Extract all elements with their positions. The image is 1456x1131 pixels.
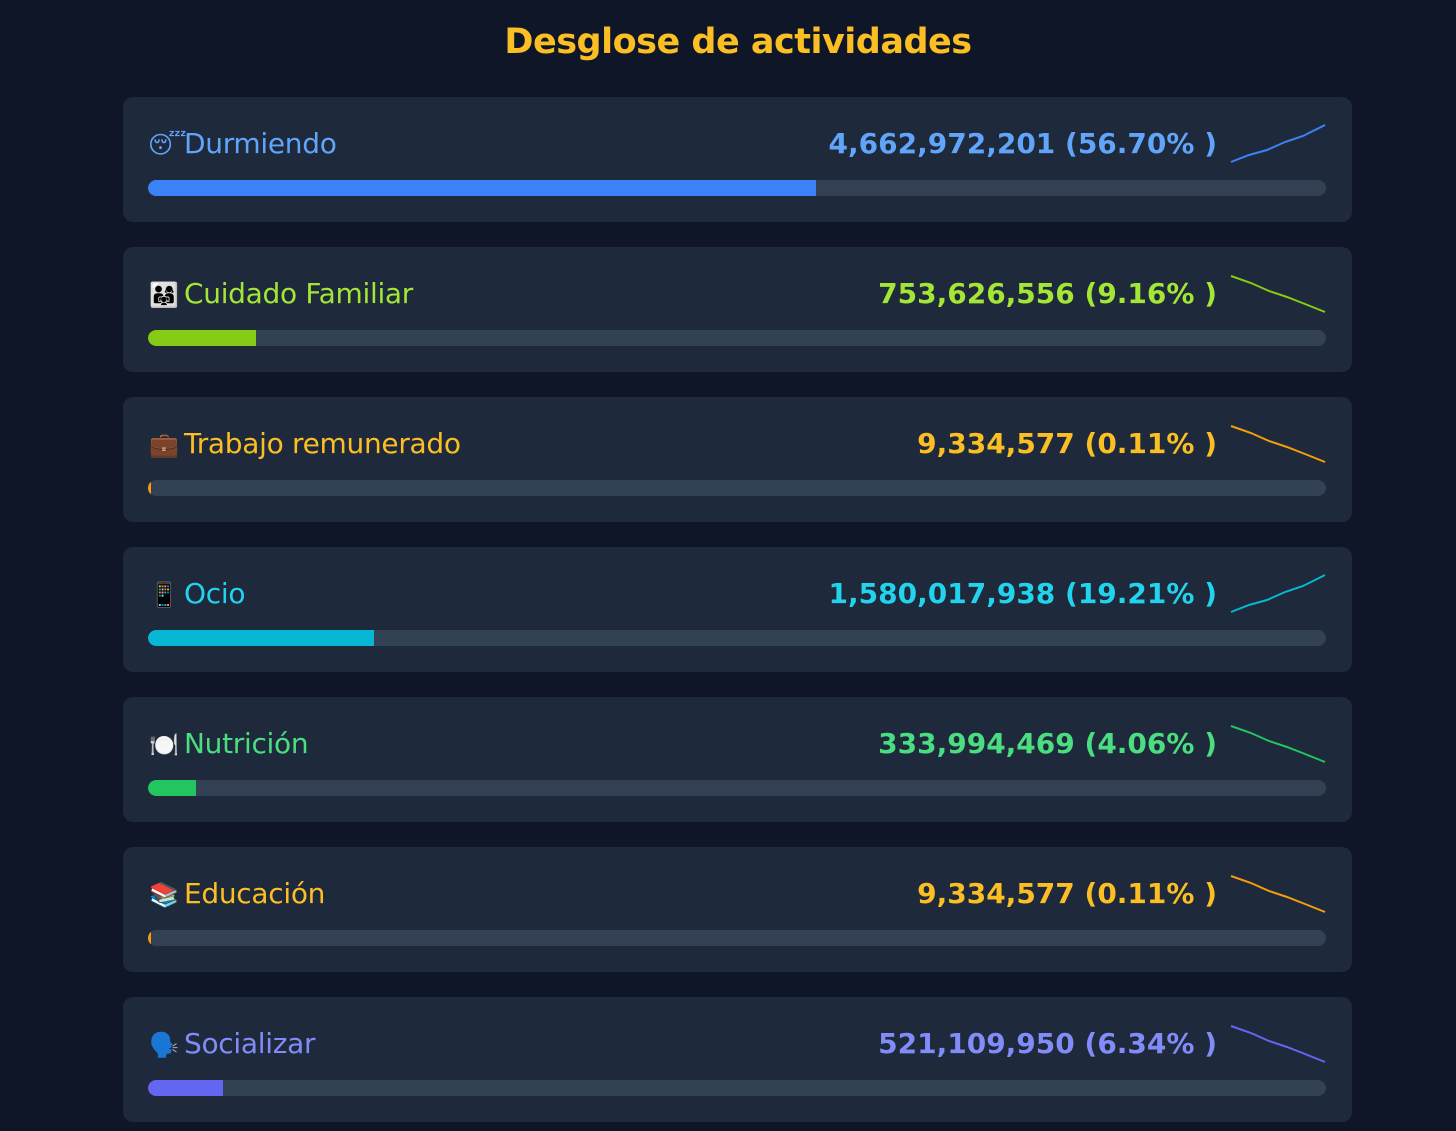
progress-fill (148, 480, 151, 496)
activity-name: Cuidado Familiar (184, 277, 413, 310)
activity-count: 9,334,577 (917, 427, 1075, 460)
activity-card: 😴Durmiendo 4,662,972,201 (56.70% ) (123, 97, 1352, 222)
plate-cutlery-icon: 🍽️ (149, 731, 179, 759)
trend-sparkline (1230, 875, 1326, 913)
trend-line (1230, 875, 1326, 913)
activity-name: Educación (184, 877, 326, 910)
page-title: Desglose de actividades (504, 22, 972, 62)
speaking-head-icon: 🗣️ (149, 1031, 179, 1059)
activity-value: 9,334,577 (0.11% ) (917, 427, 1217, 460)
activity-card: 📚 Educación 9,334,577 (0.11% ) (123, 847, 1352, 972)
activity-count: 9,334,577 (917, 877, 1075, 910)
activity-count: 753,626,556 (878, 277, 1075, 310)
progress-track (148, 330, 1326, 346)
activity-percent: (0.11% ) (1084, 877, 1217, 910)
activity-name: Nutrición (184, 727, 309, 760)
activity-value: 333,994,469 (4.06% ) (878, 727, 1217, 760)
trend-line (1230, 725, 1326, 763)
trend-line (1230, 124, 1326, 163)
activity-card: 📱 Ocio 1,580,017,938 (19.21% ) (123, 547, 1352, 672)
activity-card: 👨‍👩‍👧 Cuidado Familiar 753,626,556 (9.16%… (123, 247, 1352, 372)
activity-label: 👨‍👩‍👧 Cuidado Familiar (148, 277, 413, 310)
progress-fill (148, 330, 256, 346)
activity-percent: (56.70% ) (1065, 127, 1217, 160)
progress-fill (148, 780, 196, 796)
briefcase-icon: 💼 (149, 431, 179, 459)
activity-label: 📱 Ocio (148, 577, 245, 610)
progress-track (148, 1080, 1326, 1096)
trend-sparkline (1230, 124, 1326, 163)
activity-label: 💼 Trabajo remunerado (148, 427, 461, 460)
activity-name: Ocio (184, 577, 246, 610)
activity-value: 9,334,577 (0.11% ) (917, 877, 1217, 910)
activity-percent: (6.34% ) (1084, 1027, 1217, 1060)
activity-value: 1,580,017,938 (19.21% ) (829, 577, 1217, 610)
activity-count: 521,109,950 (878, 1027, 1075, 1060)
progress-fill (148, 1080, 223, 1096)
activity-label: 🗣️ Socializar (148, 1027, 315, 1060)
trend-line (1230, 1025, 1326, 1063)
activity-label: 📚 Educación (148, 877, 325, 910)
activity-label: 😴Durmiendo (148, 127, 337, 160)
activity-name: Socializar (184, 1027, 316, 1060)
progress-track (148, 930, 1326, 946)
progress-track (148, 480, 1326, 496)
trend-sparkline (1230, 425, 1326, 463)
activity-list: 😴Durmiendo 4,662,972,201 (56.70% ) 👨‍👩‍👧… (123, 97, 1352, 1131)
progress-track (148, 180, 1326, 196)
activity-name: Durmiendo (184, 127, 337, 160)
activity-count: 333,994,469 (878, 727, 1075, 760)
activity-value: 521,109,950 (6.34% ) (878, 1027, 1217, 1060)
trend-line (1230, 574, 1326, 613)
progress-track (148, 630, 1326, 646)
trend-line (1230, 275, 1326, 313)
activity-percent: (9.16% ) (1084, 277, 1217, 310)
trend-sparkline (1230, 1025, 1326, 1063)
trend-line (1230, 425, 1326, 463)
progress-fill (148, 930, 151, 946)
activity-count: 1,580,017,938 (828, 577, 1056, 610)
mobile-phone-icon: 📱 (149, 581, 179, 609)
activity-percent: (0.11% ) (1084, 427, 1217, 460)
activity-card: 💼 Trabajo remunerado 9,334,577 (0.11% ) (123, 397, 1352, 522)
activity-value: 753,626,556 (9.16% ) (878, 277, 1217, 310)
activity-value: 4,662,972,201 (56.70% ) (829, 127, 1217, 160)
progress-fill (148, 180, 816, 196)
sleeping-face-icon: 😴 (148, 131, 187, 159)
trend-sparkline (1230, 574, 1326, 613)
progress-fill (148, 630, 375, 646)
trend-sparkline (1230, 275, 1326, 313)
activity-name: Trabajo remunerado (184, 427, 461, 460)
family-icon: 👨‍👩‍👧 (149, 281, 179, 309)
progress-track (148, 780, 1326, 796)
activity-label: 🍽️ Nutrición (148, 727, 308, 760)
trend-sparkline (1230, 725, 1326, 763)
activity-count: 4,662,972,201 (828, 127, 1056, 160)
activity-card: 🗣️ Socializar 521,109,950 (6.34% ) (123, 997, 1352, 1122)
activity-percent: (4.06% ) (1084, 727, 1217, 760)
books-icon: 📚 (149, 881, 179, 909)
activity-card: 🍽️ Nutrición 333,994,469 (4.06% ) (123, 697, 1352, 822)
activity-percent: (19.21% ) (1065, 577, 1217, 610)
